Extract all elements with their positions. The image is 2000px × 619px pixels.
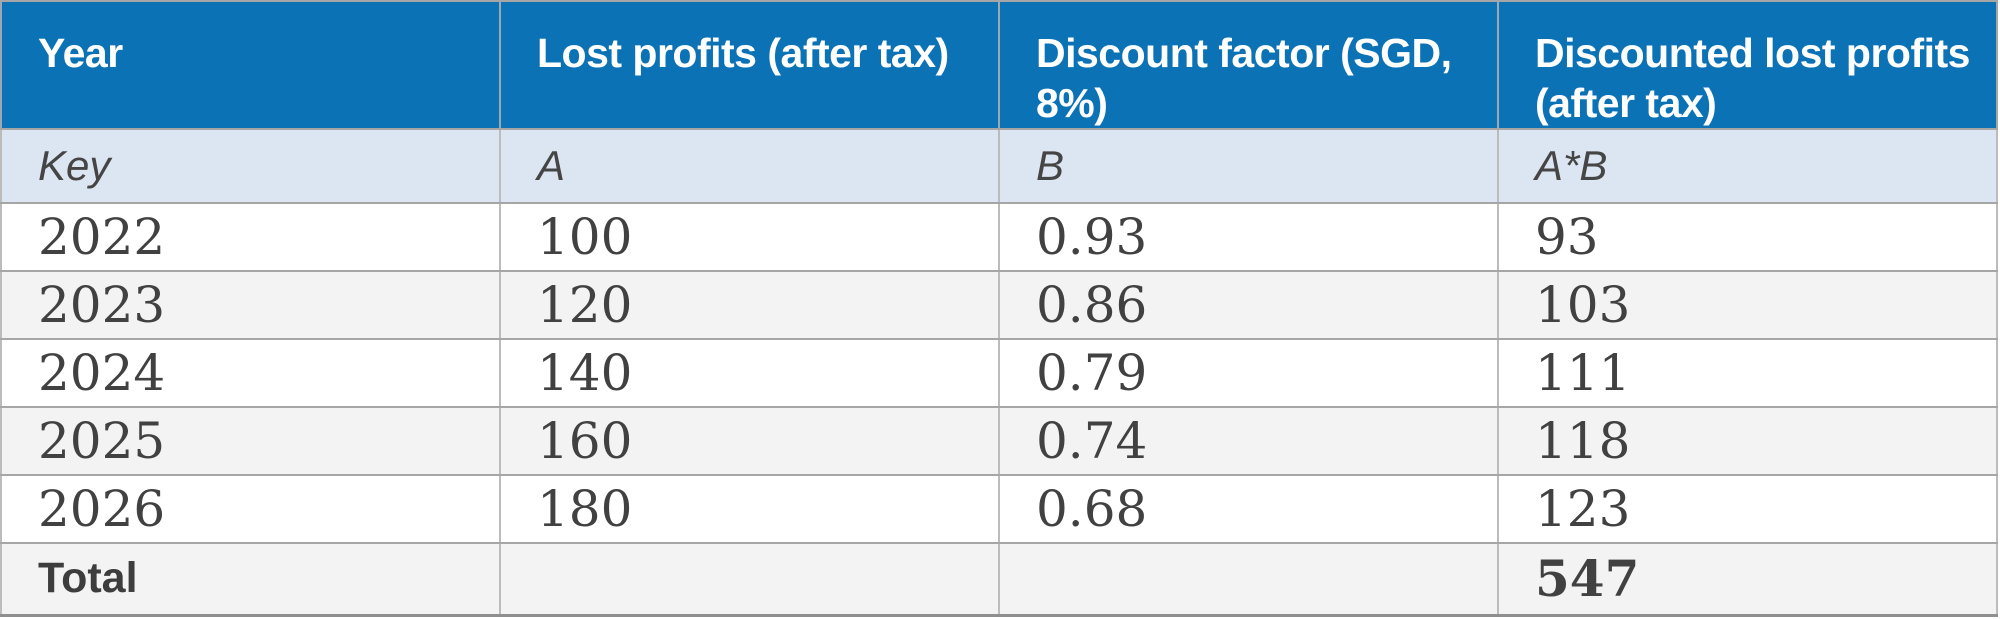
table-row: 2026 180 0.68 123 [0, 474, 1998, 545]
key-cell-b: B [998, 128, 1499, 205]
total-empty-discount-factor-cell [998, 542, 1499, 617]
year-cell: 2022 [0, 202, 501, 273]
discounted-lost-profits-cell: 93 [1497, 202, 1998, 273]
total-value-cell: 547 [1497, 542, 1998, 617]
discount-factor-cell: 0.86 [998, 270, 1499, 341]
lost-profits-cell: 140 [499, 338, 1000, 409]
column-header-discount-factor: Discount factor (SGD, 8%) [998, 0, 1499, 131]
discount-factor-cell: 0.68 [998, 474, 1499, 545]
total-empty-lost-profits-cell [499, 542, 1000, 617]
discount-factor-cell: 0.93 [998, 202, 1499, 273]
column-header-lost-profits: Lost profits (after tax) [499, 0, 1000, 131]
lost-profits-cell: 120 [499, 270, 1000, 341]
column-header-discounted-lost-profits: Discounted lost profits (after tax) [1497, 0, 1998, 131]
lost-profits-cell: 180 [499, 474, 1000, 545]
discounted-lost-profits-cell: 111 [1497, 338, 1998, 409]
discount-factor-cell: 0.79 [998, 338, 1499, 409]
column-header-year: Year [0, 0, 501, 131]
year-cell: 2026 [0, 474, 501, 545]
year-cell: 2023 [0, 270, 501, 341]
key-label-cell: Key [0, 128, 501, 205]
table-row: 2025 160 0.74 118 [0, 406, 1998, 477]
total-label-cell: Total [0, 542, 501, 617]
year-cell: 2024 [0, 338, 501, 409]
discounted-lost-profits-cell: 123 [1497, 474, 1998, 545]
table-row: 2023 120 0.86 103 [0, 270, 1998, 341]
lost-profits-cell: 100 [499, 202, 1000, 273]
lost-profits-cell: 160 [499, 406, 1000, 477]
key-cell-a: A [499, 128, 1000, 205]
discounted-lost-profits-cell: 118 [1497, 406, 1998, 477]
header-row: Year Lost profits (after tax) Discount f… [0, 0, 1998, 131]
table-row: 2022 100 0.93 93 [0, 202, 1998, 273]
discounted-lost-profits-cell: 103 [1497, 270, 1998, 341]
table-row: 2024 140 0.79 111 [0, 338, 1998, 409]
discount-factor-cell: 0.74 [998, 406, 1499, 477]
key-row: Key A B A*B [0, 128, 1998, 205]
key-cell-a-times-b: A*B [1497, 128, 1998, 205]
year-cell: 2025 [0, 406, 501, 477]
total-row: Total 547 [0, 542, 1998, 617]
